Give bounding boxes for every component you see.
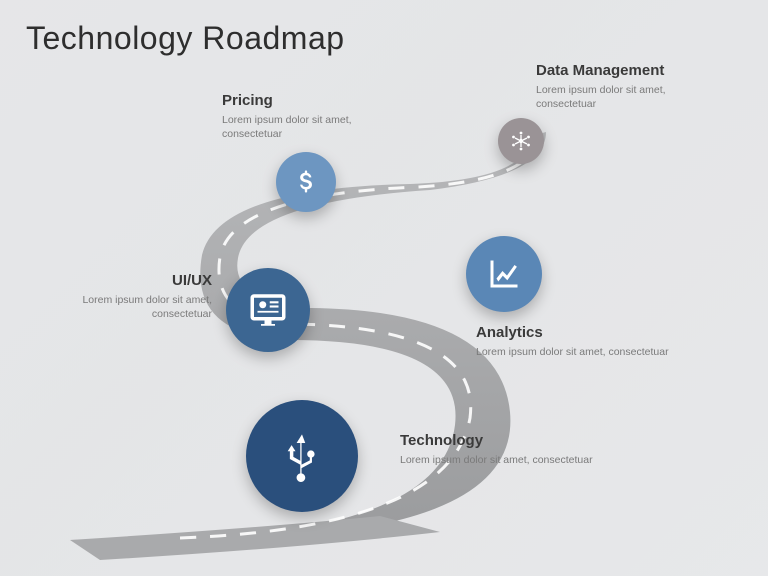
monitor-icon <box>247 289 289 331</box>
label-data-desc: Lorem ipsum dolor sit amet, consectetuar <box>536 83 726 111</box>
roadmap-node-data <box>498 118 544 164</box>
pricing-circle <box>276 152 336 212</box>
label-uiux-desc: Lorem ipsum dolor sit amet, consectetuar <box>52 293 212 321</box>
roadmap-node-pricing <box>276 152 336 212</box>
technology-circle <box>246 400 358 512</box>
label-pricing-title: Pricing <box>222 92 392 109</box>
uiux-circle <box>226 268 310 352</box>
usb-icon <box>276 430 328 482</box>
roadmap-node-technology <box>246 400 358 512</box>
label-uiux: UI/UX Lorem ipsum dolor sit amet, consec… <box>52 272 212 321</box>
chart-icon <box>486 256 522 292</box>
dollar-icon <box>292 168 320 196</box>
label-analytics: Analytics Lorem ipsum dolor sit amet, co… <box>476 324 669 359</box>
label-technology: Technology Lorem ipsum dolor sit amet, c… <box>400 432 593 467</box>
analytics-circle <box>466 236 542 312</box>
road-base <box>70 516 440 560</box>
roadmap-node-analytics <box>466 236 542 312</box>
data-circle <box>498 118 544 164</box>
label-data: Data Management Lorem ipsum dolor sit am… <box>536 62 726 111</box>
label-technology-title: Technology <box>400 432 593 449</box>
label-analytics-title: Analytics <box>476 324 669 341</box>
page-title: Technology Roadmap <box>26 20 345 57</box>
label-analytics-desc: Lorem ipsum dolor sit amet, consectetuar <box>476 345 669 359</box>
label-data-title: Data Management <box>536 62 726 79</box>
roadmap-node-uiux <box>226 268 310 352</box>
label-pricing-desc: Lorem ipsum dolor sit amet, consectetuar <box>222 113 392 141</box>
network-icon <box>509 129 533 153</box>
label-technology-desc: Lorem ipsum dolor sit amet, consectetuar <box>400 453 593 467</box>
label-uiux-title: UI/UX <box>52 272 212 289</box>
label-pricing: Pricing Lorem ipsum dolor sit amet, cons… <box>222 92 392 141</box>
